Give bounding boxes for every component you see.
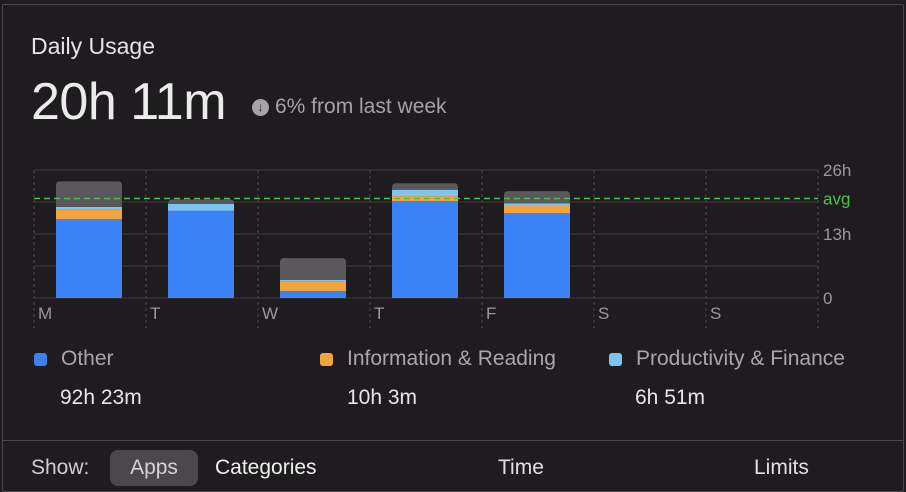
legend-productivity-finance: Productivity & Finance xyxy=(609,347,845,371)
y-tick-label-1: 13h xyxy=(823,225,851,244)
x-tick-label-6: S xyxy=(710,304,721,323)
time-tab[interactable]: Time xyxy=(498,456,544,479)
bar-segment-3-0 xyxy=(392,201,458,298)
bar-segment-4-2 xyxy=(504,203,570,206)
legend-label-productivity-finance: Productivity & Finance xyxy=(636,347,845,370)
avg-label: avg xyxy=(823,190,850,209)
weekly-change: ↓ 6% from last week xyxy=(252,95,447,119)
bar-segment-0-3 xyxy=(56,181,122,207)
footer-divider xyxy=(2,440,904,441)
legend-swatch-information-reading xyxy=(320,352,333,366)
legend-swatch-productivity-finance xyxy=(609,352,622,366)
legend-label-information-reading: Information & Reading xyxy=(347,347,556,370)
bar-segment-2-2 xyxy=(280,279,346,282)
bar-segment-0-1 xyxy=(56,209,122,220)
bar-segment-4-0 xyxy=(504,213,570,298)
x-tick-label-1: T xyxy=(150,304,160,323)
bar-segment-1-2 xyxy=(168,203,234,211)
x-tick-label-5: S xyxy=(598,304,609,323)
bar-segment-0-0 xyxy=(56,219,122,298)
legend-value-information-reading: 10h 3m xyxy=(347,386,418,409)
y-tick-label-0: 0 xyxy=(823,289,832,308)
arrow-down-circle-icon: ↓ xyxy=(252,98,269,116)
bar-segment-2-1 xyxy=(280,281,346,292)
limits-tab[interactable]: Limits xyxy=(754,456,809,479)
x-tick-label-3: T xyxy=(374,304,384,323)
legend-value-other: 92h 23m xyxy=(60,386,142,409)
bar-segment-2-0 xyxy=(280,291,346,298)
bar-segment-3-2 xyxy=(392,189,458,197)
bar-segment-3-3 xyxy=(392,183,458,190)
legend-value-productivity-finance: 6h 51m xyxy=(635,386,706,409)
y-tick-label-2: 26h xyxy=(823,161,851,180)
weekly-change-text: 6% from last week xyxy=(275,95,447,118)
x-tick-label-2: W xyxy=(262,304,278,323)
bar-segment-4-3 xyxy=(504,191,570,204)
bar-segment-1-0 xyxy=(168,210,234,298)
legend-label-other: Other xyxy=(61,347,114,370)
page-title: Daily Usage xyxy=(31,33,155,59)
bar-segment-4-1 xyxy=(504,205,570,214)
bar-segment-0-2 xyxy=(56,206,122,210)
x-tick-label-0: M xyxy=(38,304,52,323)
apps-button[interactable]: Apps xyxy=(110,450,198,486)
legend-swatch-other xyxy=(34,352,47,366)
categories-button[interactable]: Categories xyxy=(215,456,317,479)
legend-information-reading: Information & Reading xyxy=(320,347,556,371)
legend-other: Other xyxy=(34,347,114,371)
bar-segment-1-3 xyxy=(168,199,234,204)
bar-segment-2-3 xyxy=(280,258,346,280)
total-usage: 20h 11m xyxy=(31,73,227,131)
show-label: Show: xyxy=(31,456,90,479)
x-tick-label-4: F xyxy=(486,304,496,323)
